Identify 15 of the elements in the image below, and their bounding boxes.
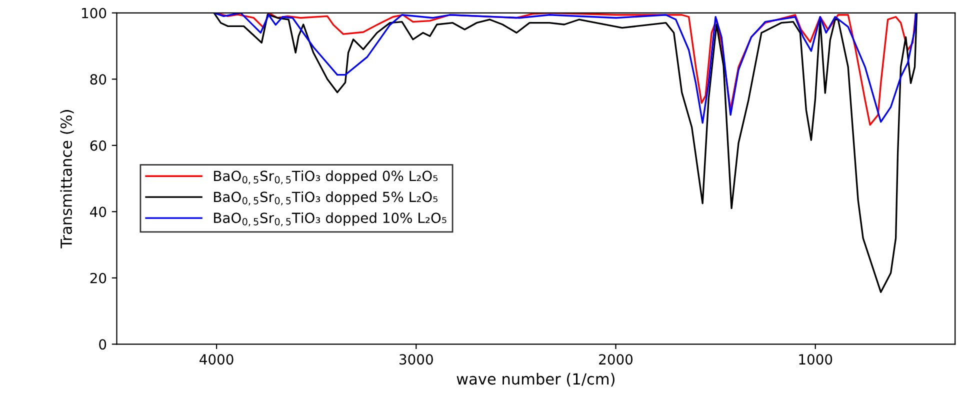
x-tick-label: 1000 xyxy=(799,354,832,365)
x-tick-label: 3000 xyxy=(400,354,433,365)
y-tick-label: 20 xyxy=(90,272,106,284)
legend-label: BaO$_{0,5}$Sr$_{0,5}$TiO₃ dopped 10% L₂O₅ xyxy=(214,212,446,226)
y-tick-label: 0 xyxy=(99,339,106,350)
x-tick-label: 2000 xyxy=(599,354,633,365)
legend-label: BaO$_{0,5}$Sr$_{0,5}$TiO₃ dopped 0% L₂O₅ xyxy=(214,170,438,184)
y-tick-label: 60 xyxy=(90,140,106,151)
legend-label: BaO$_{0,5}$Sr$_{0,5}$TiO₃ dopped 5% L₂O₅ xyxy=(214,191,438,206)
y-tick-label: 100 xyxy=(82,8,106,18)
x-axis-title: wave number (1/cm) xyxy=(456,372,614,387)
y-axis-title: Transmittance (%) xyxy=(60,110,74,248)
x-tick-label: 4000 xyxy=(200,354,234,365)
y-tick-label: 40 xyxy=(90,206,106,218)
y-tick-label: 80 xyxy=(90,74,106,85)
